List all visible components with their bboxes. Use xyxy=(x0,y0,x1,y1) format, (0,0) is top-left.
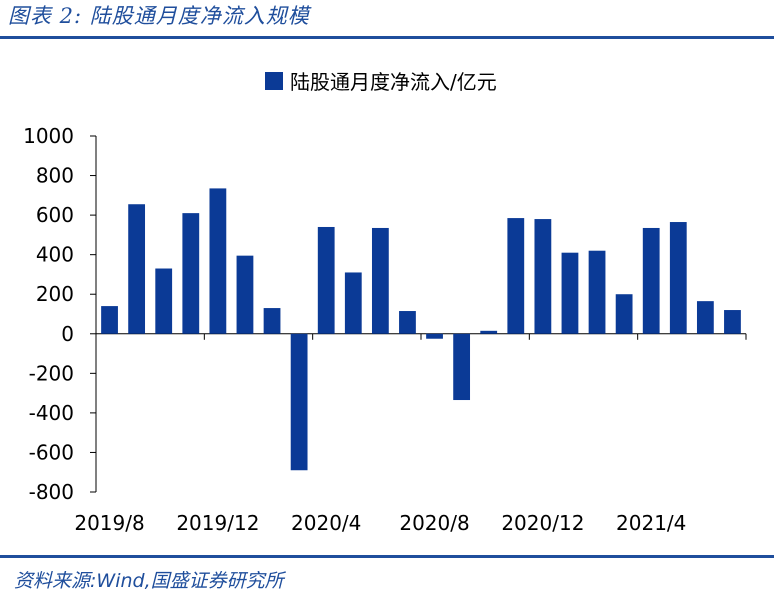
bar xyxy=(344,272,362,334)
y-tick-label: 200 xyxy=(36,282,74,306)
x-tick-label: 2019/8 xyxy=(74,511,144,535)
bar xyxy=(426,333,443,339)
x-tick-label: 2020/12 xyxy=(501,511,584,535)
y-axis: 1000 800 600 400 200 0 -200 -400 -600 -800 xyxy=(23,124,97,504)
y-tick-label: 800 xyxy=(36,164,74,188)
bar xyxy=(507,218,525,334)
bar xyxy=(101,306,118,334)
y-tick-label: -600 xyxy=(29,440,74,464)
bar-chart: 陆股通月度净流入/亿元 1000 800 600 400 200 0 -200 -400 -60… xyxy=(23,70,747,535)
bar xyxy=(209,188,227,334)
bar xyxy=(480,330,498,334)
bar xyxy=(290,333,308,471)
top-rule xyxy=(0,36,774,39)
bar xyxy=(669,222,687,334)
y-tick-label: -200 xyxy=(29,361,74,385)
bar xyxy=(155,268,173,334)
legend: 陆股通月度净流入/亿元 xyxy=(265,70,497,94)
bar xyxy=(399,311,416,334)
bar xyxy=(724,310,741,334)
y-tick-label: 600 xyxy=(36,203,74,227)
x-axis: 2019/8 2019/12 2020/4 2020/8 2020/12 2021/4 xyxy=(74,333,747,535)
bar xyxy=(615,294,633,334)
y-tick-label: -400 xyxy=(29,401,74,425)
bar xyxy=(534,219,552,334)
bottom-rule xyxy=(0,555,774,558)
bar xyxy=(696,301,714,334)
y-tick-label: -800 xyxy=(29,480,74,504)
x-tick-label: 2020/8 xyxy=(399,511,469,535)
bar xyxy=(453,333,471,401)
bar xyxy=(642,227,660,334)
x-tick-label: 2019/12 xyxy=(176,511,259,535)
bar xyxy=(317,226,335,334)
figure-title: 图表 2: 陆股通月度净流入规模 xyxy=(8,4,310,28)
bar xyxy=(371,227,389,334)
legend-swatch xyxy=(265,72,283,90)
y-tick-label: 0 xyxy=(61,322,74,346)
legend-label: 陆股通月度净流入/亿元 xyxy=(290,70,497,94)
x-tick-label: 2021/4 xyxy=(616,511,686,535)
bar xyxy=(236,255,254,334)
bar xyxy=(588,250,606,334)
bars xyxy=(101,188,741,471)
bar xyxy=(182,213,200,334)
bar xyxy=(561,252,579,334)
source-note: 资料来源:Wind,国盛证券研究所 xyxy=(14,570,284,592)
y-tick-label: 400 xyxy=(36,243,74,267)
y-tick-label: 1000 xyxy=(23,124,74,148)
bar xyxy=(263,308,281,334)
bar xyxy=(128,204,146,334)
x-tick-label: 2020/4 xyxy=(291,511,361,535)
